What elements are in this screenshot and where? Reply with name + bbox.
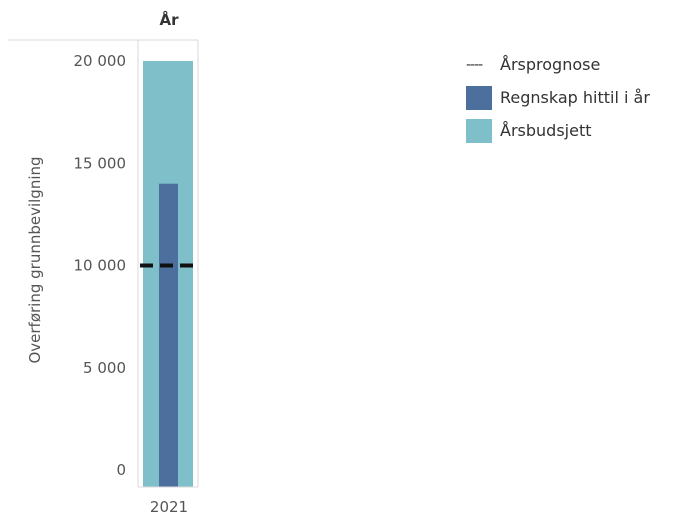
- legend-swatch: [466, 118, 492, 143]
- x-tick-label: 2021: [150, 498, 188, 516]
- legend-swatch: [466, 85, 492, 110]
- legend: ---- Årsprognose Regnskap hittil i år År…: [466, 48, 650, 147]
- legend-symbol-dash: ----: [466, 56, 483, 73]
- y-tick-label: 0: [116, 461, 126, 479]
- chart-bars: [140, 61, 198, 487]
- y-tick-label: 20 000: [74, 52, 127, 70]
- plot-frame: [8, 39, 199, 488]
- y-tick-label: 15 000: [74, 154, 127, 172]
- legend-label: Regnskap hittil i år: [500, 88, 650, 107]
- column-header: År: [159, 10, 179, 29]
- legend-item-regnskap[interactable]: Regnskap hittil i år: [466, 81, 650, 114]
- legend-label: Årsprognose: [500, 55, 601, 74]
- bar-regnskap-hittil-i-ar: [159, 183, 178, 487]
- y-tick-label: 5 000: [83, 359, 126, 377]
- legend-label: Årsbudsjett: [500, 121, 592, 140]
- y-tick-label: 10 000: [74, 257, 127, 275]
- chart-canvas: 0 5 000 10 000 15 000 20 000 År Overføring g…: [8, 10, 199, 516]
- legend-item-arsprognose[interactable]: ---- Årsprognose: [466, 48, 650, 81]
- legend-item-arsbudsjett[interactable]: Årsbudsjett: [466, 114, 650, 147]
- y-axis-title: Overføring grunnbevilgning: [26, 156, 44, 363]
- y-tick-labels: 0 5 000 10 000 15 000 20 000: [74, 52, 127, 479]
